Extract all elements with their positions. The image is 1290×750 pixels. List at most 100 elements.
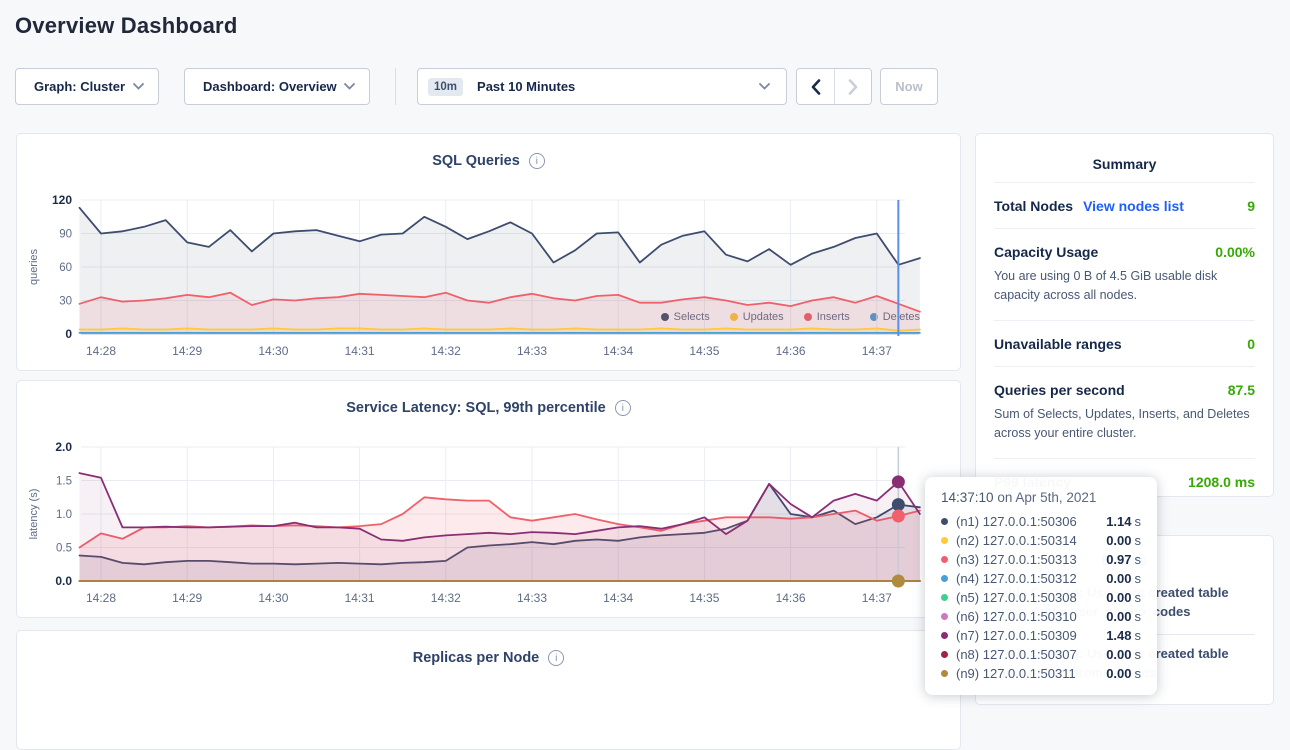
node-color-dot-icon <box>941 650 948 658</box>
svg-text:14:34: 14:34 <box>603 591 633 605</box>
time-range-badge: 10m <box>428 77 464 96</box>
svg-text:14:37: 14:37 <box>862 344 892 358</box>
graph-dropdown[interactable]: Graph: Cluster <box>15 68 159 105</box>
legend-dot-icon <box>729 313 738 321</box>
legend-item: Deletes <box>869 311 920 323</box>
now-button[interactable]: Now <box>880 68 938 105</box>
svg-text:30: 30 <box>59 296 72 308</box>
summary-panel: Summary Total Nodes View nodes list 9 Ca… <box>975 133 1274 497</box>
tooltip-row: (n1) 127.0.0.1:50306 1.14 s <box>941 512 1141 530</box>
next-time-button[interactable] <box>834 69 871 104</box>
svg-text:14:33: 14:33 <box>517 591 547 605</box>
svg-text:0.0: 0.0 <box>55 574 72 588</box>
svg-text:14:37: 14:37 <box>862 591 892 605</box>
chart-hover-tooltip: 14:37:10 on Apr 5th, 2021 (n1) 127.0.0.1… <box>925 477 1157 695</box>
chevron-down-icon <box>344 83 355 90</box>
time-nav-group <box>796 68 872 105</box>
tooltip-row: (n2) 127.0.0.1:50314 0.00 s <box>941 531 1141 549</box>
summary-value: 9 <box>1247 198 1255 214</box>
summary-value: 0.00% <box>1215 244 1255 260</box>
legend-dot-icon <box>660 313 669 321</box>
tooltip-row: (n6) 127.0.0.1:50310 0.00 s <box>941 607 1141 625</box>
node-color-dot-icon <box>941 669 948 677</box>
summary-label: Queries per second <box>994 381 1125 398</box>
info-icon[interactable]: i <box>528 153 545 169</box>
chart-title: Service Latency: SQL, 99th percentile <box>346 400 606 416</box>
svg-text:2.0: 2.0 <box>55 441 72 454</box>
svg-text:14:34: 14:34 <box>603 344 633 358</box>
chevron-down-icon <box>759 83 770 90</box>
tooltip-row: (n4) 127.0.0.1:50312 0.00 s <box>941 569 1141 587</box>
node-color-dot-icon <box>941 593 948 601</box>
sql-queries-card: SQL Queries i Selects Updates Inserts Delet… <box>16 133 961 371</box>
legend-item: Selects <box>660 311 710 323</box>
svg-text:latency (s): latency (s) <box>28 489 40 540</box>
svg-text:14:32: 14:32 <box>431 591 461 605</box>
summary-label: Total Nodes <box>994 198 1074 214</box>
svg-text:14:30: 14:30 <box>258 344 288 358</box>
summary-label: Capacity Usage <box>994 244 1099 260</box>
svg-text:14:29: 14:29 <box>172 344 202 358</box>
svg-text:14:36: 14:36 <box>776 344 806 358</box>
info-icon[interactable]: i <box>548 650 565 666</box>
svg-text:queries: queries <box>28 248 40 285</box>
summary-row-capacity-usage: Capacity Usage 0.00% You are using 0 B o… <box>994 228 1255 320</box>
svg-text:90: 90 <box>59 229 72 241</box>
svg-text:0: 0 <box>65 327 72 341</box>
chart-title: SQL Queries <box>432 153 520 169</box>
svg-text:14:31: 14:31 <box>345 591 375 605</box>
svg-text:14:28: 14:28 <box>86 591 116 605</box>
tooltip-row: (n5) 127.0.0.1:50308 0.00 s <box>941 588 1141 606</box>
summary-row-queries-per-second: Queries per second 87.5 Sum of Selects, … <box>994 365 1255 458</box>
summary-title: Summary <box>1092 156 1157 172</box>
svg-text:1.0: 1.0 <box>56 509 72 521</box>
chart-title: Replicas per Node <box>412 650 540 666</box>
legend-item: Inserts <box>803 311 850 323</box>
svg-text:14:32: 14:32 <box>431 344 461 358</box>
tooltip-row: (n9) 127.0.0.1:50311 0.00 s <box>941 664 1141 682</box>
chevron-left-icon <box>811 78 820 95</box>
tooltip-row: (n8) 127.0.0.1:50307 0.00 s <box>941 645 1141 663</box>
dashboard-dropdown[interactable]: Dashboard: Overview <box>184 68 370 105</box>
summary-value: 0 <box>1247 335 1255 352</box>
service-latency-chart[interactable]: 14:28 14:29 14:30 14:31 14:32 14:33 14:34 14:35… <box>17 440 962 619</box>
tooltip-row: (n7) 127.0.0.1:50309 1.48 s <box>941 626 1141 644</box>
node-color-dot-icon <box>941 612 948 620</box>
replicas-per-node-card: Replicas per Node i <box>16 630 961 750</box>
chevron-down-icon <box>133 83 144 90</box>
chevron-right-icon <box>848 78 858 95</box>
page-title: Overview Dashboard <box>15 13 238 38</box>
summary-description: You are using 0 B of 4.5 GiB usable disk… <box>994 269 1218 303</box>
svg-text:0.5: 0.5 <box>56 543 72 555</box>
chart-legend: Selects Updates Inserts Deletes <box>660 311 920 323</box>
time-range-dropdown[interactable]: 10m Past 10 Minutes <box>417 68 787 105</box>
node-color-dot-icon <box>941 517 948 525</box>
view-nodes-list-link[interactable]: View nodes list <box>1083 198 1184 214</box>
prev-time-button[interactable] <box>797 69 834 104</box>
summary-value: 87.5 <box>1227 381 1255 398</box>
node-color-dot-icon <box>941 536 948 544</box>
service-latency-card: Service Latency: SQL, 99th percentile i … <box>16 380 961 618</box>
svg-text:60: 60 <box>59 262 72 274</box>
svg-text:14:35: 14:35 <box>689 591 719 605</box>
controls-divider <box>395 68 396 105</box>
svg-text:120: 120 <box>52 194 72 207</box>
tooltip-row: (n3) 127.0.0.1:50313 0.97 s <box>941 550 1141 568</box>
summary-description: Sum of Selects, Updates, Inserts, and De… <box>994 406 1250 441</box>
node-color-dot-icon <box>941 631 948 639</box>
svg-text:14:35: 14:35 <box>689 344 719 358</box>
node-color-dot-icon <box>941 574 948 582</box>
time-range-label: Past 10 Minutes <box>477 79 576 94</box>
info-icon[interactable]: i <box>614 400 631 416</box>
summary-row-total-nodes: Total Nodes View nodes list 9 <box>994 182 1255 228</box>
node-color-dot-icon <box>941 555 948 563</box>
svg-text:1.5: 1.5 <box>56 476 72 488</box>
svg-text:14:36: 14:36 <box>776 591 806 605</box>
legend-dot-icon <box>869 313 878 321</box>
svg-text:14:30: 14:30 <box>258 591 288 605</box>
legend-dot-icon <box>803 313 812 321</box>
graph-dropdown-label: Graph: Cluster <box>34 79 126 94</box>
sql-queries-chart[interactable]: 14:28 14:29 14:30 14:31 14:32 14:33 14:34 14:35… <box>17 193 962 372</box>
svg-text:14:31: 14:31 <box>345 344 375 358</box>
summary-value: 1208.0 ms <box>1188 473 1255 490</box>
